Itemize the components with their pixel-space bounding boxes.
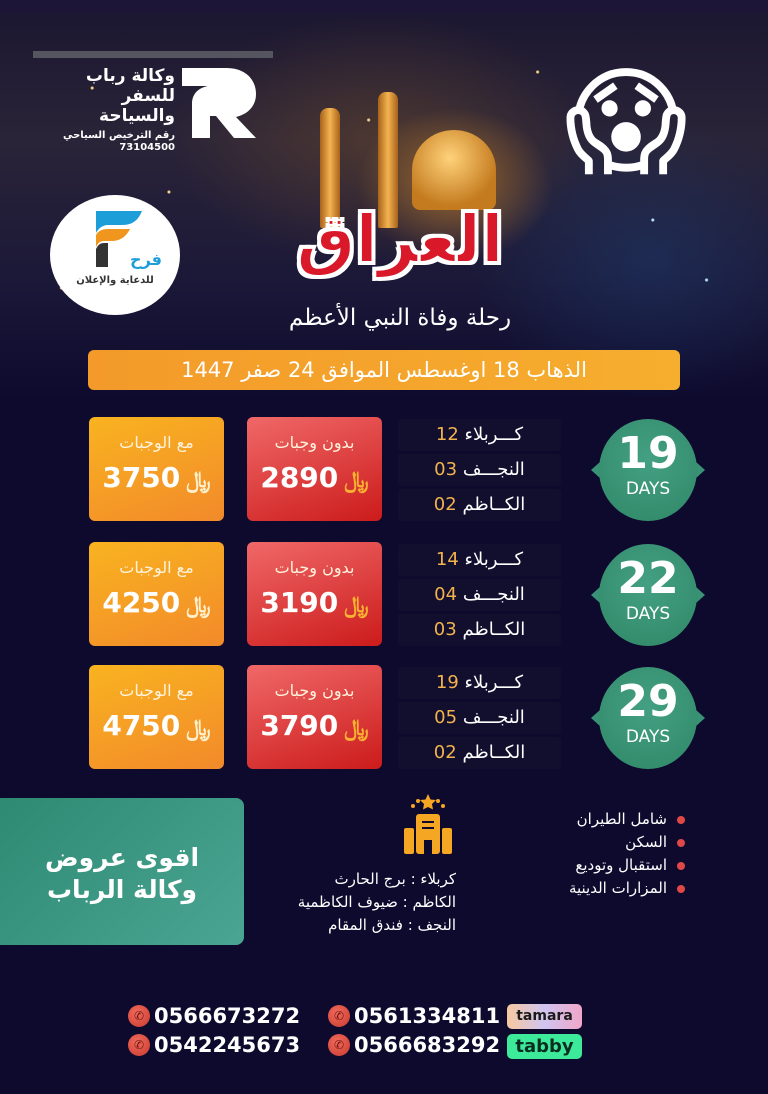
minaret-right bbox=[378, 92, 398, 228]
with-meals-card[interactable]: مع الوجبات 4750 ﷼ bbox=[89, 665, 224, 769]
days-badge: 19 DAYS bbox=[587, 419, 709, 521]
tamara-badge: tamara bbox=[507, 1004, 582, 1029]
hotels-list: كربلاء : برج الحارث الكاظم : ضيوف الكاظم… bbox=[266, 868, 456, 937]
phone-link[interactable]: ✆ 0566683292 bbox=[328, 1033, 500, 1057]
city-row-kadhimiya: الكــاظم 02 bbox=[398, 489, 561, 521]
days-badge: 29 DAYS bbox=[587, 667, 709, 769]
hero-background bbox=[0, 0, 768, 400]
agency-info: وكالة رباب للسفر والسياحة رقم الترخيص ال… bbox=[60, 66, 175, 154]
agency-name: وكالة رباب bbox=[85, 66, 175, 86]
days-unit: DAYS bbox=[625, 727, 671, 747]
feature-item: استقبال وتوديع bbox=[520, 854, 685, 877]
no-meals-price: 3190 ﷼ bbox=[260, 586, 369, 619]
riyal-icon: ﷼ bbox=[186, 468, 211, 493]
offer-banner: اقوى عروض وكالة الرباب bbox=[0, 798, 244, 945]
with-meals-price: 4250 ﷼ bbox=[102, 586, 211, 619]
no-meals-label: بدون وجبات bbox=[274, 433, 355, 452]
minaret-left bbox=[320, 108, 340, 228]
partner-logo: فرح للدعاية والإعلان bbox=[50, 195, 180, 315]
city-row-najaf: النجـــف 05 bbox=[398, 702, 561, 734]
riyal-icon: ﷼ bbox=[344, 593, 369, 618]
with-meals-card[interactable]: مع الوجبات 3750 ﷼ bbox=[89, 417, 224, 521]
city-row-kadhimiya: الكــاظم 03 bbox=[398, 614, 561, 646]
partner-name: فرح bbox=[130, 250, 162, 269]
days-number: 22 bbox=[617, 553, 679, 604]
no-meals-price: 2890 ﷼ bbox=[260, 461, 369, 494]
departure-date-bar: الذهاب 18 اوغسطس الموافق 24 صفر 1447 bbox=[88, 350, 680, 390]
top-band bbox=[0, 0, 768, 12]
with-meals-price: 4750 ﷼ bbox=[102, 709, 211, 742]
bullet-icon bbox=[677, 884, 685, 893]
days-number: 29 bbox=[617, 676, 679, 727]
package-19-days: مع الوجبات 3750 ﷼ بدون وجبات 2890 ﷼ كـــرب… bbox=[0, 417, 768, 537]
trip-subtitle: رحلة وفاة النبي الأعظم bbox=[288, 305, 512, 331]
offer-line-2: وكالة الرباب bbox=[46, 875, 198, 904]
days-number: 19 bbox=[617, 428, 679, 479]
license-label: رقم الترخيص السياحي bbox=[62, 130, 175, 141]
features-list: شامل الطيران السكن استقبال وتوديع المزار… bbox=[520, 808, 685, 900]
riyal-icon: ﷼ bbox=[344, 468, 369, 493]
no-meals-price: 3790 ﷼ bbox=[260, 709, 369, 742]
partner-tagline: للدعاية والإعلان bbox=[76, 275, 154, 286]
phone-icon: ✆ bbox=[328, 1034, 350, 1056]
riyal-icon: ﷼ bbox=[186, 593, 211, 618]
no-meals-label: بدون وجبات bbox=[274, 558, 355, 577]
agency-subtitle: للسفر والسياحة bbox=[99, 86, 175, 126]
city-row-najaf: النجـــف 03 bbox=[398, 454, 561, 486]
riyal-icon: ﷼ bbox=[186, 716, 211, 741]
logo-divider bbox=[33, 51, 273, 58]
phone-link[interactable]: ✆ 0561334811 bbox=[328, 1004, 500, 1028]
hotel-karbala: كربلاء : برج الحارث bbox=[334, 870, 456, 888]
days-unit: DAYS bbox=[625, 479, 671, 499]
bullet-icon bbox=[677, 838, 685, 847]
riyal-icon: ﷼ bbox=[344, 716, 369, 741]
feature-item: السكن bbox=[520, 831, 685, 854]
phone-link[interactable]: ✆ 0542245673 bbox=[128, 1033, 300, 1057]
offer-line-1: اقوى عروض bbox=[44, 843, 200, 872]
with-meals-card[interactable]: مع الوجبات 4250 ﷼ bbox=[89, 542, 224, 646]
phone-icon: ✆ bbox=[128, 1005, 150, 1027]
city-row-karbala: كـــربلاء 19 bbox=[398, 667, 561, 699]
hotel-najaf: النجف : فندق المقام bbox=[328, 916, 456, 934]
package-29-days: مع الوجبات 4750 ﷼ بدون وجبات 3790 ﷼ كـــرب… bbox=[0, 665, 768, 785]
feature-item: شامل الطيران bbox=[520, 808, 685, 831]
bullet-icon bbox=[677, 861, 685, 870]
license-number: 73104500 bbox=[119, 142, 175, 153]
agency-r-logo-icon bbox=[182, 68, 256, 138]
phone-link[interactable]: ✆ 0566673272 bbox=[128, 1004, 300, 1028]
days-unit: DAYS bbox=[625, 604, 671, 624]
no-meals-card[interactable]: بدون وجبات 2890 ﷼ bbox=[247, 417, 382, 521]
city-row-kadhimiya: الكــاظم 02 bbox=[398, 737, 561, 769]
with-meals-label: مع الوجبات bbox=[119, 558, 194, 577]
hotel-icon bbox=[404, 794, 452, 854]
no-meals-card[interactable]: بدون وجبات 3190 ﷼ bbox=[247, 542, 382, 646]
shrine-dome bbox=[412, 130, 496, 210]
hotel-kadhimiya: الكاظم : ضيوف الكاظمية bbox=[297, 893, 456, 911]
with-meals-label: مع الوجبات bbox=[119, 681, 194, 700]
with-meals-price: 3750 ﷼ bbox=[102, 461, 211, 494]
city-row-karbala: كـــربلاء 12 bbox=[398, 419, 561, 451]
days-badge: 22 DAYS bbox=[587, 544, 709, 646]
phone-icon: ✆ bbox=[128, 1034, 150, 1056]
scream-emoji-icon: 😱 bbox=[564, 53, 688, 191]
city-row-karbala: كـــربلاء 14 bbox=[398, 544, 561, 576]
city-row-najaf: النجـــف 04 bbox=[398, 579, 561, 611]
phone-icon: ✆ bbox=[328, 1005, 350, 1027]
feature-item: المزارات الدينية bbox=[520, 877, 685, 900]
no-meals-card[interactable]: بدون وجبات 3790 ﷼ bbox=[247, 665, 382, 769]
farah-f-icon bbox=[96, 211, 142, 267]
tabby-badge: tabby bbox=[507, 1034, 582, 1059]
destination-title: العراق bbox=[295, 200, 504, 279]
bullet-icon bbox=[677, 815, 685, 824]
no-meals-label: بدون وجبات bbox=[274, 681, 355, 700]
with-meals-label: مع الوجبات bbox=[119, 433, 194, 452]
package-22-days: مع الوجبات 4250 ﷼ بدون وجبات 3190 ﷼ كـــرب… bbox=[0, 542, 768, 662]
